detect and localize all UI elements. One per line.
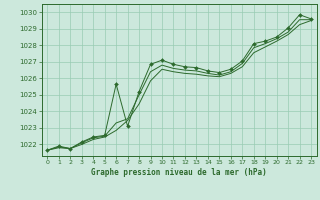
X-axis label: Graphe pression niveau de la mer (hPa): Graphe pression niveau de la mer (hPa): [91, 168, 267, 177]
